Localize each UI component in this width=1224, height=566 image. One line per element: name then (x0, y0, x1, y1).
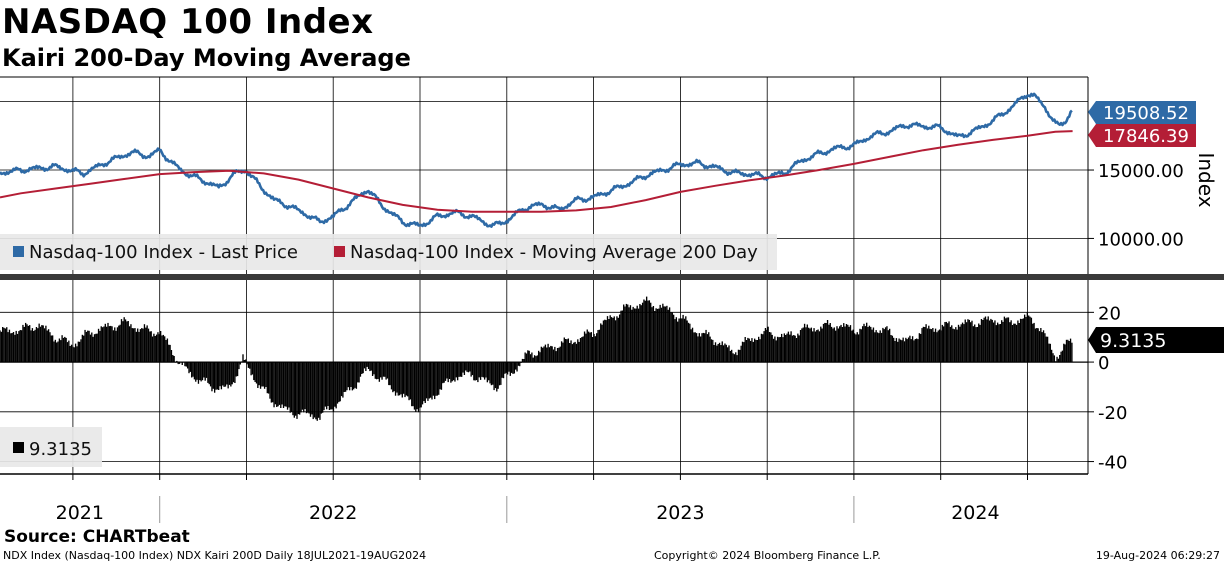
ma-200-line (0, 130, 1073, 213)
footer-timestamp: 19-Aug-2024 06:29:27 (1095, 549, 1220, 562)
upper-y-axis: 10000.00 15000.00 (1088, 161, 1184, 250)
footer-copyright: Copyright© 2024 Bloomberg Finance L.P. (654, 549, 881, 562)
lower-legend: 9.3135 (0, 427, 102, 467)
chart-subtitle: Kairi 200-Day Moving Average (2, 44, 411, 72)
x-tick-label: 2022 (309, 502, 357, 524)
lower-gridlines (0, 280, 1088, 474)
legend-kairi-swatch (13, 442, 24, 453)
y-tick-label: -40 (1098, 453, 1127, 474)
source-note: Source: CHARTbeat (4, 527, 190, 547)
x-tick-label: 2021 (56, 502, 104, 524)
price-series (0, 92, 1073, 228)
price-last-badge: 19508.52 (1088, 101, 1196, 124)
legend-ma-label: Nasdaq-100 Index - Moving Average 200 Da… (350, 242, 758, 263)
ma-last-value: 17846.39 (1103, 126, 1189, 147)
upper-axis-title: Index (1194, 152, 1218, 207)
x-tick-label: 2024 (951, 502, 999, 524)
panel-separator (0, 274, 1224, 280)
legend-price-label: Nasdaq-100 Index - Last Price (29, 242, 298, 263)
x-tick-label: 2023 (656, 502, 704, 524)
kairi-last-badge: 9.3135 (1088, 327, 1224, 353)
lower-y-axis: 20 0 -20 -40 (1088, 303, 1127, 474)
y-tick-label: 0 (1098, 353, 1109, 374)
y-tick-label: 20 (1098, 303, 1121, 324)
upper-legend: Nasdaq-100 Index - Last Price Nasdaq-100… (0, 234, 777, 270)
ma-last-badge: 17846.39 (1088, 124, 1196, 147)
footer-description: NDX Index (Nasdaq-100 Index) NDX Kairi 2… (3, 549, 427, 562)
legend-price-swatch (13, 246, 24, 257)
legend-kairi-label: 9.3135 (29, 439, 92, 460)
y-tick-label: 10000.00 (1098, 229, 1184, 250)
legend-ma-swatch (334, 246, 345, 257)
last-price-line (0, 92, 1073, 228)
kairi-last-value: 9.3135 (1100, 330, 1166, 352)
x-axis: 2021 2022 2023 2024 (56, 474, 1028, 524)
price-last-value: 19508.52 (1103, 103, 1189, 124)
y-tick-label: -20 (1098, 403, 1127, 424)
y-tick-label: 15000.00 (1098, 161, 1184, 182)
chart-title: NASDAQ 100 Index (2, 2, 374, 42)
kairi-series (0, 296, 1073, 421)
